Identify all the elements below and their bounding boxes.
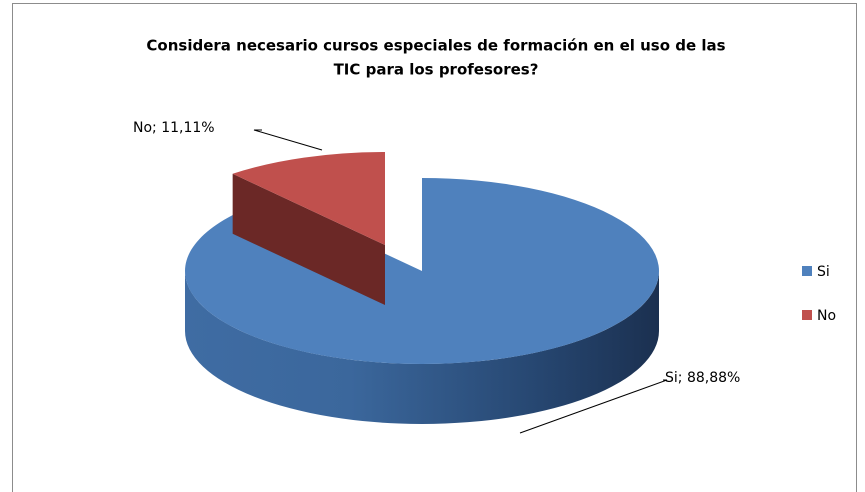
- legend-swatch: [802, 266, 812, 276]
- leader-line: [519, 379, 668, 434]
- data-label: No; 11,11%: [133, 120, 215, 136]
- slice-side: [185, 271, 659, 424]
- legend-label: No: [817, 308, 836, 324]
- leader-line: [253, 129, 323, 151]
- chart-title: TIC para los profesores?: [334, 61, 539, 79]
- slice-face: [232, 173, 385, 305]
- pie-slice: [232, 152, 385, 245]
- data-label: Si; 88,88%: [665, 370, 740, 386]
- legend-label: Si: [817, 264, 830, 280]
- legend-swatch: [802, 310, 812, 320]
- chart-title: Considera necesario cursos especiales de…: [146, 37, 725, 55]
